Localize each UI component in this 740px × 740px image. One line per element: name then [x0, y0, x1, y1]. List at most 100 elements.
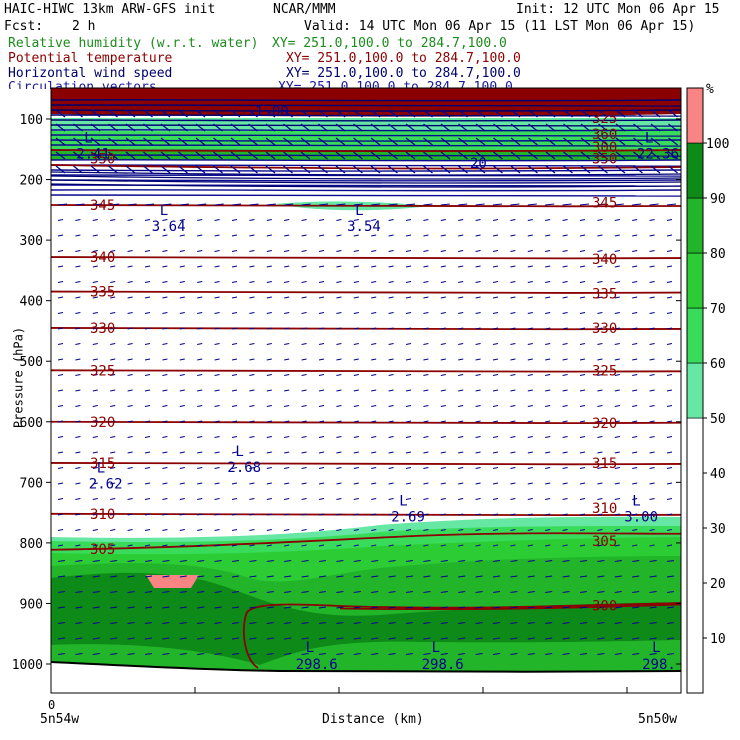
wind-contour-upper: [51, 114, 681, 117]
wind-vector: [458, 420, 464, 423]
wind-vector: [649, 343, 655, 345]
wind-vector: [318, 513, 325, 516]
wind-vector: [475, 591, 483, 593]
wind-vector-upper: [405, 137, 416, 146]
theta-label-350-bg: [590, 152, 619, 166]
wind-vector: [405, 544, 412, 547]
wind-vector: [527, 575, 535, 578]
wind-vector: [440, 436, 446, 438]
wind-vector: [649, 451, 655, 454]
surface-L-bg: [430, 641, 442, 655]
wind-vector: [249, 653, 257, 655]
wind-min-L: L: [632, 494, 640, 510]
wind-contour-upper: [51, 109, 681, 112]
wind-vector: [57, 622, 66, 624]
wind-vector-upper: [300, 123, 311, 132]
wind-vector: [336, 250, 342, 252]
wind-vector: [405, 420, 412, 423]
wind-vector: [475, 467, 481, 469]
wind-vector: [249, 250, 255, 252]
wind-vector: [649, 482, 655, 485]
wind-vector-upper: [125, 165, 136, 174]
wind-vector-upper: [195, 151, 206, 160]
wind-vector: [666, 637, 675, 640]
wind-vector: [231, 622, 240, 624]
wind-vector: [423, 219, 429, 221]
wind-vector: [527, 389, 533, 392]
wind-vector: [197, 219, 203, 221]
wind-vector: [179, 374, 185, 376]
wind-min-L-bg: [95, 461, 107, 475]
wind-vector: [388, 281, 394, 283]
wind-vector: [510, 250, 516, 252]
wind-vector: [162, 343, 168, 345]
wind-vector: [388, 219, 394, 221]
wind-vector: [458, 575, 466, 578]
wind-vector: [214, 358, 220, 361]
wind-vector-upper: [633, 165, 643, 174]
wind-vector: [144, 451, 151, 454]
wind-vector: [284, 622, 292, 624]
wind-vector: [371, 451, 377, 454]
wind-vector: [162, 389, 168, 392]
wind-vector: [231, 312, 238, 314]
wind-vector: [92, 420, 98, 423]
valid-time: Valid: 14 UTC Mon 06 Apr 15 (11 LST Mon …: [304, 19, 696, 34]
wind-vector: [371, 544, 377, 547]
wind-vector: [127, 234, 133, 237]
wind-vector: [231, 234, 238, 237]
wind-vector: [284, 405, 290, 407]
wind-vector: [284, 234, 290, 237]
wind-vector-upper: [108, 123, 118, 132]
wind-vector: [301, 296, 307, 299]
wind-vector: [614, 405, 620, 407]
theta-label-335: 335: [90, 285, 115, 301]
wind-vector: [318, 374, 325, 376]
wind-vector: [336, 653, 344, 655]
wind-vector: [266, 622, 274, 624]
wind-vector: [353, 327, 359, 330]
wind-vector: [353, 575, 361, 578]
wind-vector: [371, 513, 377, 516]
wind-vector: [371, 234, 377, 237]
wind-vector: [510, 467, 516, 469]
wind-vector: [492, 560, 501, 562]
wind-vector: [266, 358, 272, 361]
wind-vector: [371, 606, 379, 609]
wind-vector: [231, 436, 238, 438]
wind-vector: [266, 653, 274, 655]
wind-vector: [475, 234, 481, 237]
wind-vector: [266, 327, 272, 330]
wind-vector: [231, 389, 238, 392]
wind-vector-upper: [528, 109, 538, 118]
wind-vector: [249, 327, 255, 330]
wind-vector: [614, 498, 620, 500]
wind-vector: [632, 529, 638, 531]
wind-vector: [92, 482, 98, 485]
wind-vector-upper: [493, 165, 503, 174]
wind-vector: [75, 606, 83, 609]
wind-vector: [405, 250, 412, 252]
wind-vector: [249, 544, 255, 547]
wind-vector: [284, 343, 290, 345]
wind-vector-upper: [90, 123, 101, 132]
wind-vector: [649, 591, 657, 593]
wind-vector: [475, 653, 483, 655]
wind-vector: [353, 296, 359, 299]
wind-vector: [579, 312, 586, 314]
wind-vector-upper: [493, 109, 503, 118]
wind-vector: [144, 513, 151, 516]
wind-vector: [197, 498, 203, 500]
wind-vector: [510, 358, 516, 361]
wind-vector: [527, 482, 533, 485]
wind-min-L-bg: [82, 131, 94, 145]
wind-vector: [492, 405, 499, 407]
wind-vector: [666, 389, 673, 392]
wind-vector: [545, 544, 551, 547]
wind-vector-upper: [580, 151, 591, 160]
wind-vector: [57, 343, 64, 345]
y-tick-label: 900: [20, 597, 43, 612]
wind-vector-upper: [143, 151, 153, 160]
wind-vector: [510, 575, 518, 578]
wind-vector-upper: [353, 151, 363, 160]
